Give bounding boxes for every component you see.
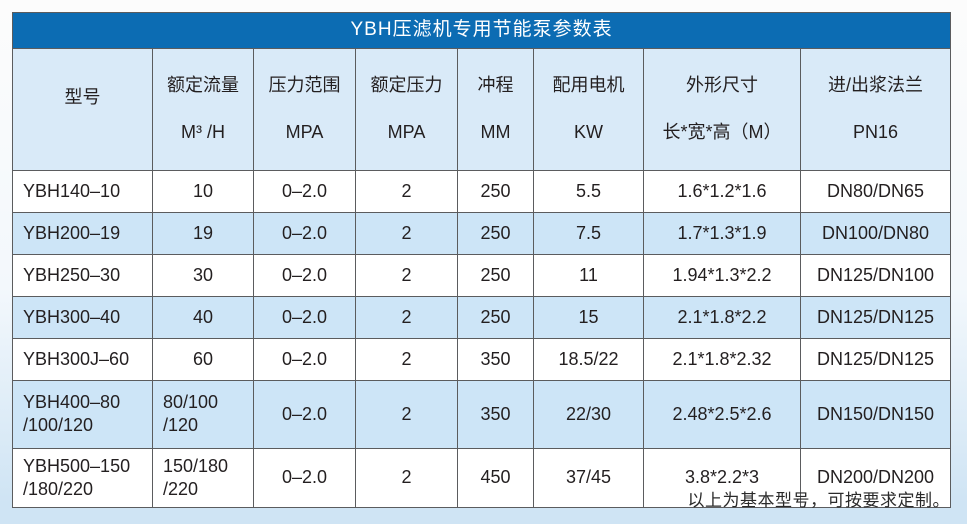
cell-model: YBH300–40 <box>12 295 153 339</box>
cell-model: YBH400–80 /100/120 <box>12 379 153 449</box>
column-label: 额定流量 <box>167 75 239 96</box>
cell-rated-pressure: 2 <box>355 211 458 255</box>
cell-motor: 7.5 <box>533 211 644 255</box>
cell-stroke: 350 <box>457 379 534 449</box>
cell-rated-pressure: 2 <box>355 337 458 381</box>
cell-stroke: 250 <box>457 253 534 297</box>
cell-model: YBH300J–60 <box>12 337 153 381</box>
cell-pressure-range: 0–2.0 <box>253 253 356 297</box>
cell-rated-pressure: 2 <box>355 447 458 508</box>
cell-pressure-range: 0–2.0 <box>253 379 356 449</box>
footer-note: 以上为基本型号，可按要求定制。 <box>687 491 950 510</box>
cell-model: YBH250–30 <box>12 253 153 297</box>
cell-model: YBH200–19 <box>12 211 153 255</box>
column-header-dimensions: 外形尺寸 长*宽*高（M） <box>643 48 801 171</box>
cell-rated-flow: 10 <box>152 169 254 213</box>
cell-flange: DN150/DN150 <box>799 379 952 449</box>
cell-rated-flow: 40 <box>152 295 254 339</box>
column-header-pressure-range: 压力范围 MPA <box>253 48 356 171</box>
column-unit: 长*宽*高（M） <box>662 122 782 143</box>
cell-dimensions: 1.7*1.3*1.9 <box>643 211 801 255</box>
cell-rated-flow: 80/100 /120 <box>152 379 254 449</box>
cell-rated-flow: 150/180 /220 <box>152 447 254 508</box>
cell-flange: DN125/DN125 <box>799 337 952 381</box>
cell-dimensions: 2.1*1.8*2.32 <box>643 337 801 381</box>
column-label: 外形尺寸 <box>686 75 758 96</box>
cell-motor: 18.5/22 <box>533 337 644 381</box>
cell-motor: 11 <box>533 253 644 297</box>
cell-dimensions: 2.48*2.5*2.6 <box>643 379 801 449</box>
cell-rated-pressure: 2 <box>355 295 458 339</box>
column-unit: KW <box>574 122 603 143</box>
cell-dimensions: 2.1*1.8*2.2 <box>643 295 801 339</box>
cell-flange: DN80/DN65 <box>799 169 952 213</box>
table-row: YBH250–30 30 0–2.0 2 250 11 1.94*1.3*2.2… <box>12 253 952 297</box>
column-unit: MPA <box>285 122 324 143</box>
column-header-flange: 进/出浆法兰 PN16 <box>799 48 952 171</box>
cell-rated-flow: 60 <box>152 337 254 381</box>
cell-stroke: 250 <box>457 295 534 339</box>
cell-motor: 37/45 <box>533 447 644 508</box>
cell-stroke: 250 <box>457 211 534 255</box>
table-title: YBH压滤机专用节能泵参数表 <box>11 12 952 49</box>
column-header-motor: 配用电机 KW <box>533 48 644 171</box>
cell-flange: DN125/DN100 <box>799 253 952 297</box>
pump-spec-table: YBH压滤机专用节能泵参数表 型号 额定流量 M³ /H 压力范围 MPA 额定… <box>11 12 952 508</box>
table-row: YBH300–40 40 0–2.0 2 250 15 2.1*1.8*2.2 … <box>12 295 952 339</box>
column-header-rated-pressure: 额定压力 MPA <box>355 48 458 171</box>
cell-flange: DN100/DN80 <box>799 211 952 255</box>
cell-rated-flow: 30 <box>152 253 254 297</box>
cell-pressure-range: 0–2.0 <box>253 295 356 339</box>
table-row: YBH200–19 19 0–2.0 2 250 7.5 1.7*1.3*1.9… <box>12 211 952 255</box>
column-header-model: 型号 <box>12 48 153 171</box>
column-header-stroke: 冲程 MM <box>457 48 534 171</box>
cell-flange: DN125/DN125 <box>799 295 952 339</box>
cell-pressure-range: 0–2.0 <box>253 211 356 255</box>
cell-rated-pressure: 2 <box>355 379 458 449</box>
column-unit: PN16 <box>853 122 899 143</box>
cell-rated-pressure: 2 <box>355 253 458 297</box>
cell-flange: DN200/DN200 <box>799 447 952 508</box>
cell-model: YBH140–10 <box>12 169 153 213</box>
title-row: YBH压滤机专用节能泵参数表 <box>11 12 952 49</box>
table-row: YBH400–80 /100/120 80/100 /120 0–2.0 2 3… <box>12 379 952 449</box>
table-row: YBH300J–60 60 0–2.0 2 350 18.5/22 2.1*1.… <box>12 337 952 381</box>
cell-model: YBH500–150 /180/220 <box>12 447 153 508</box>
column-label: 额定压力 <box>370 75 443 96</box>
column-unit: M³ /H <box>181 122 225 143</box>
cell-rated-pressure: 2 <box>355 169 458 213</box>
column-label: 进/出浆法兰 <box>828 75 924 96</box>
column-label: 配用电机 <box>552 75 625 96</box>
table-row: YBH500–150 /180/220 150/180 /220 0–2.0 2… <box>12 447 952 508</box>
cell-rated-flow: 19 <box>152 211 254 255</box>
column-label: 冲程 <box>477 75 514 96</box>
column-label: 型号 <box>64 87 101 108</box>
cell-pressure-range: 0–2.0 <box>253 337 356 381</box>
cell-motor: 22/30 <box>533 379 644 449</box>
column-unit: MM <box>480 122 511 143</box>
column-label: 压力范围 <box>268 75 341 96</box>
cell-motor: 5.5 <box>533 169 644 213</box>
column-unit: MPA <box>387 122 426 143</box>
column-header-rated-flow: 额定流量 M³ /H <box>152 48 254 171</box>
table-row: YBH140–10 10 0–2.0 2 250 5.5 1.6*1.2*1.6… <box>12 169 952 213</box>
cell-pressure-range: 0–2.0 <box>253 447 356 508</box>
cell-dimensions: 1.6*1.2*1.6 <box>643 169 801 213</box>
cell-stroke: 350 <box>457 337 534 381</box>
cell-dimensions: 1.94*1.3*2.2 <box>643 253 801 297</box>
cell-stroke: 450 <box>457 447 534 508</box>
cell-motor: 15 <box>533 295 644 339</box>
cell-pressure-range: 0–2.0 <box>253 169 356 213</box>
cell-dimensions: 3.8*2.2*3 <box>643 447 801 508</box>
header-row: 型号 额定流量 M³ /H 压力范围 MPA 额定压力 MPA 冲程 MM <box>12 48 952 171</box>
cell-stroke: 250 <box>457 169 534 213</box>
